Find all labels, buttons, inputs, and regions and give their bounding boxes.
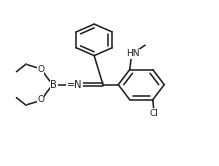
Text: O: O: [37, 65, 44, 74]
Text: Cl: Cl: [149, 109, 158, 118]
Text: HN: HN: [126, 49, 140, 58]
Text: O: O: [37, 95, 44, 104]
Text: =N: =N: [67, 80, 82, 90]
Text: B: B: [50, 80, 57, 90]
